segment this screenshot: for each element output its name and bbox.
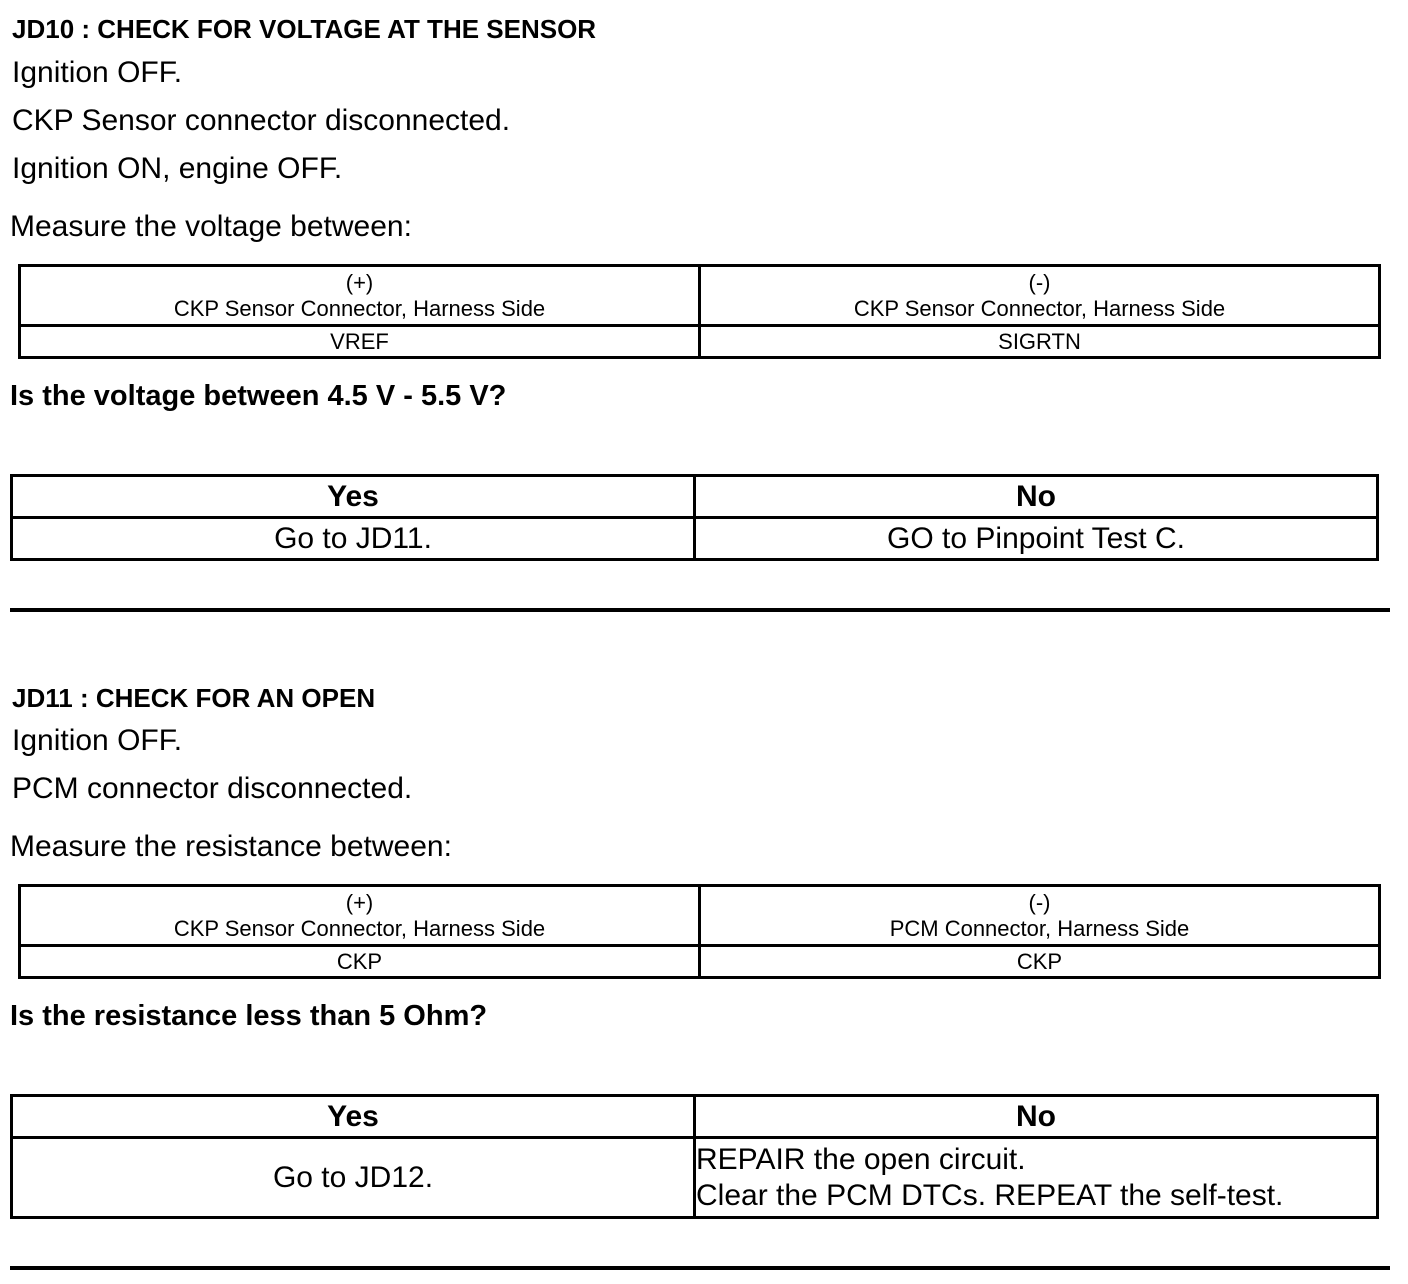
yes-action: Go to JD12. bbox=[10, 1136, 696, 1219]
yes-header: Yes bbox=[10, 474, 696, 519]
step: PCM connector disconnected. bbox=[12, 772, 413, 805]
minus-sign: (-) bbox=[1028, 269, 1051, 295]
no-header: No bbox=[693, 474, 1379, 519]
plus-value: VREF bbox=[18, 324, 701, 359]
plus-header-cell: (+) CKP Sensor Connector, Harness Side bbox=[18, 884, 701, 947]
minus-value: SIGRTN bbox=[698, 324, 1381, 359]
no-action-line: Clear the PCM DTCs. REPEAT the self-test… bbox=[696, 1178, 1284, 1212]
minus-sign: (-) bbox=[1028, 889, 1051, 915]
step: Ignition ON, engine OFF. bbox=[12, 152, 343, 185]
plus-sign: (+) bbox=[345, 889, 374, 915]
measure-label: Measure the voltage between: bbox=[10, 210, 412, 243]
section-divider bbox=[10, 1266, 1390, 1270]
minus-header: CKP Sensor Connector, Harness Side bbox=[853, 295, 1226, 321]
no-action: GO to Pinpoint Test C. bbox=[693, 516, 1379, 561]
plus-header-cell: (+) CKP Sensor Connector, Harness Side bbox=[18, 264, 701, 327]
step: Ignition OFF. bbox=[12, 56, 183, 89]
plus-header: CKP Sensor Connector, Harness Side bbox=[173, 295, 546, 321]
yes-header: Yes bbox=[10, 1094, 696, 1139]
step: Ignition OFF. bbox=[12, 724, 183, 757]
plus-value: CKP bbox=[18, 944, 701, 979]
measurement-table: (+) CKP Sensor Connector, Harness Side (-… bbox=[18, 884, 1381, 979]
plus-header: CKP Sensor Connector, Harness Side bbox=[173, 915, 546, 941]
section-divider bbox=[10, 608, 1390, 612]
minus-header-cell: (-) PCM Connector, Harness Side bbox=[698, 884, 1381, 947]
minus-header-cell: (-) CKP Sensor Connector, Harness Side bbox=[698, 264, 1381, 327]
plus-sign: (+) bbox=[345, 269, 374, 295]
question: Is the resistance less than 5 Ohm? bbox=[10, 1000, 488, 1032]
no-action-line: REPAIR the open circuit. bbox=[696, 1142, 1026, 1176]
measurement-table: (+) CKP Sensor Connector, Harness Side (-… bbox=[18, 264, 1381, 359]
result-table: Yes No Go to JD11. GO to Pinpoint Test C… bbox=[10, 474, 1379, 561]
yes-action: Go to JD11. bbox=[10, 516, 696, 561]
measure-label: Measure the resistance between: bbox=[10, 830, 452, 863]
no-action: REPAIR the open circuit. Clear the PCM DT… bbox=[693, 1136, 1379, 1219]
step: CKP Sensor connector disconnected. bbox=[12, 104, 511, 137]
section-title: JD10 : CHECK FOR VOLTAGE AT THE SENSOR bbox=[12, 14, 597, 44]
section-title: JD11 : CHECK FOR AN OPEN bbox=[12, 683, 376, 713]
minus-value: CKP bbox=[698, 944, 1381, 979]
no-header: No bbox=[693, 1094, 1379, 1139]
minus-header: PCM Connector, Harness Side bbox=[889, 915, 1190, 941]
question: Is the voltage between 4.5 V - 5.5 V? bbox=[10, 380, 507, 412]
result-table: Yes No Go to JD12. REPAIR the open circu… bbox=[10, 1094, 1379, 1219]
